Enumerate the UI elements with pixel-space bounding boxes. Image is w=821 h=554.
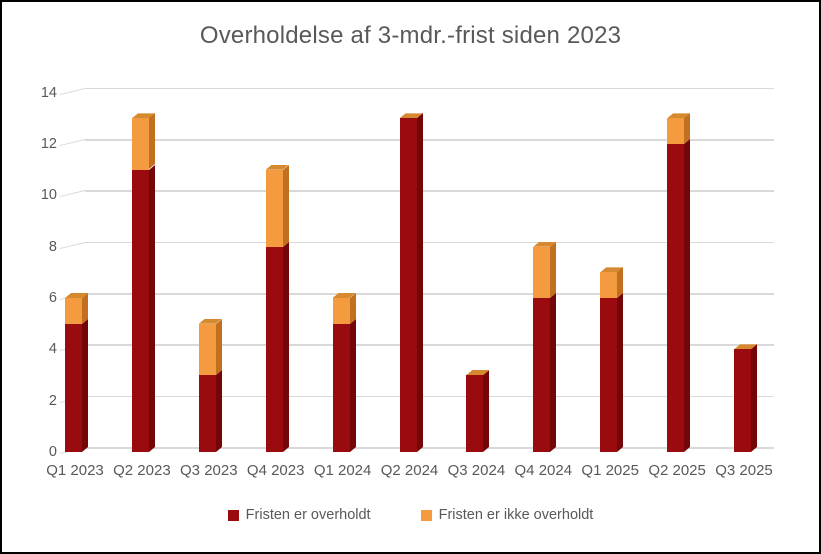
- bar-segment-overholdt-side: [416, 113, 423, 452]
- bar-segment-ikke-overholdt-side: [82, 292, 88, 324]
- y-tick-label: 12: [40, 136, 57, 153]
- bar-top-face: [667, 113, 691, 119]
- bar-segment-overholdt-side: [684, 139, 691, 452]
- x-tick-label: Q2 2023: [113, 462, 171, 479]
- legend-item-1: Fristen er ikke overholdt: [420, 507, 594, 523]
- gridline: [85, 190, 774, 192]
- x-tick-label: Q1 2024: [313, 462, 372, 479]
- gridline-diagonal: [59, 241, 86, 249]
- legend-swatch-icon: [227, 509, 239, 521]
- bar-top-face: [734, 344, 757, 350]
- bar-segment-overholdt-side: [282, 241, 289, 452]
- legend-label: Fristen er ikke overholdt: [438, 507, 594, 523]
- gridline: [85, 293, 774, 295]
- bar-top-face: [198, 318, 222, 324]
- y-tick-label: 2: [48, 392, 57, 409]
- bar-top-face: [332, 293, 356, 299]
- y-tick-label: 10: [40, 187, 57, 204]
- bar-segment-overholdt-front: [600, 298, 618, 452]
- bar-segment-overholdt-front: [198, 375, 216, 452]
- gridline: [85, 395, 774, 398]
- legend-swatch-icon: [420, 509, 432, 521]
- bar-segment-ikke-overholdt-front: [533, 246, 551, 299]
- gridline: [85, 241, 774, 244]
- bar-segment-overholdt-side: [617, 292, 624, 452]
- gridline: [85, 447, 774, 449]
- gridline: [85, 344, 774, 346]
- gridline-diagonal: [59, 139, 86, 147]
- bar-segment-ikke-overholdt-front: [198, 323, 216, 375]
- bar-segment-ikke-overholdt-front: [265, 169, 283, 247]
- bar-segment-overholdt-side: [148, 164, 155, 452]
- bar-segment-overholdt-front: [734, 349, 751, 452]
- bar-segment-overholdt-front: [131, 169, 149, 452]
- x-tick-label: Q3 2024: [447, 462, 506, 479]
- x-tick-label: Q2 2024: [380, 462, 439, 479]
- bar-segment-ikke-overholdt-side: [215, 318, 222, 375]
- bar-segment-ikke-overholdt-side: [550, 241, 557, 299]
- bar-top-face: [399, 113, 423, 119]
- bar-segment-overholdt-side: [751, 344, 757, 452]
- gridline-diagonal: [59, 190, 86, 198]
- bar-segment-overholdt-side: [82, 318, 88, 452]
- bar-top-face: [131, 113, 155, 119]
- gridline: [85, 139, 774, 141]
- bar-segment-ikke-overholdt-front: [131, 118, 149, 170]
- bar-segment-ikke-overholdt-side: [148, 113, 155, 170]
- x-tick-label: Q4 2024: [514, 462, 573, 479]
- bar-top-face: [466, 370, 490, 376]
- gridline: [85, 87, 774, 90]
- x-tick-label: Q3 2023: [180, 462, 238, 479]
- x-tick-label: Q1 2025: [581, 462, 639, 479]
- bar-top-face: [600, 267, 624, 273]
- chart-title: Overholdelse af 3-mdr.-frist siden 2023: [199, 22, 622, 49]
- x-tick-label: Q1 2023: [46, 462, 104, 479]
- bar-segment-overholdt-front: [65, 323, 82, 452]
- bar-segment-overholdt-front: [667, 144, 685, 452]
- x-tick-label: Q2 2025: [648, 462, 706, 479]
- bar-segment-overholdt-side: [215, 369, 222, 452]
- bar-segment-ikke-overholdt-front: [332, 298, 350, 324]
- y-tick-label: 4: [48, 341, 57, 358]
- bar-segment-ikke-overholdt-front: [667, 118, 685, 145]
- y-tick-label: 8: [48, 238, 57, 255]
- bar-top-face: [265, 164, 289, 170]
- bar-segment-overholdt-front: [265, 246, 283, 452]
- legend: Fristen er overholdt Fristen er ikke over…: [0, 507, 821, 523]
- x-tick-label: Q4 2023: [246, 462, 305, 479]
- x-tick-label: Q3 2025: [715, 462, 773, 479]
- gridline-diagonal: [59, 87, 86, 95]
- bar-segment-ikke-overholdt-side: [349, 292, 356, 324]
- legend-label: Fristen er overholdt: [245, 507, 371, 523]
- bar-top-face: [65, 293, 88, 299]
- bar-segment-ikke-overholdt-front: [600, 272, 618, 299]
- bar-segment-overholdt-front: [332, 323, 350, 452]
- bar-top-face: [533, 241, 557, 247]
- bar-segment-overholdt-front: [399, 118, 417, 452]
- bar-segment-overholdt-side: [550, 292, 557, 452]
- bar-segment-ikke-overholdt-side: [282, 164, 289, 247]
- y-tick-label: 0: [48, 444, 57, 460]
- y-tick-label: 6: [48, 290, 57, 307]
- bar-segment-ikke-overholdt-front: [65, 298, 82, 324]
- y-tick-label: 14: [40, 84, 57, 101]
- legend-item-0: Fristen er overholdt: [227, 507, 371, 523]
- bar-segment-overholdt-front: [466, 375, 484, 452]
- bar-segment-overholdt-side: [349, 318, 356, 452]
- bar-segment-overholdt-side: [483, 369, 490, 452]
- bar-segment-overholdt-front: [533, 298, 551, 452]
